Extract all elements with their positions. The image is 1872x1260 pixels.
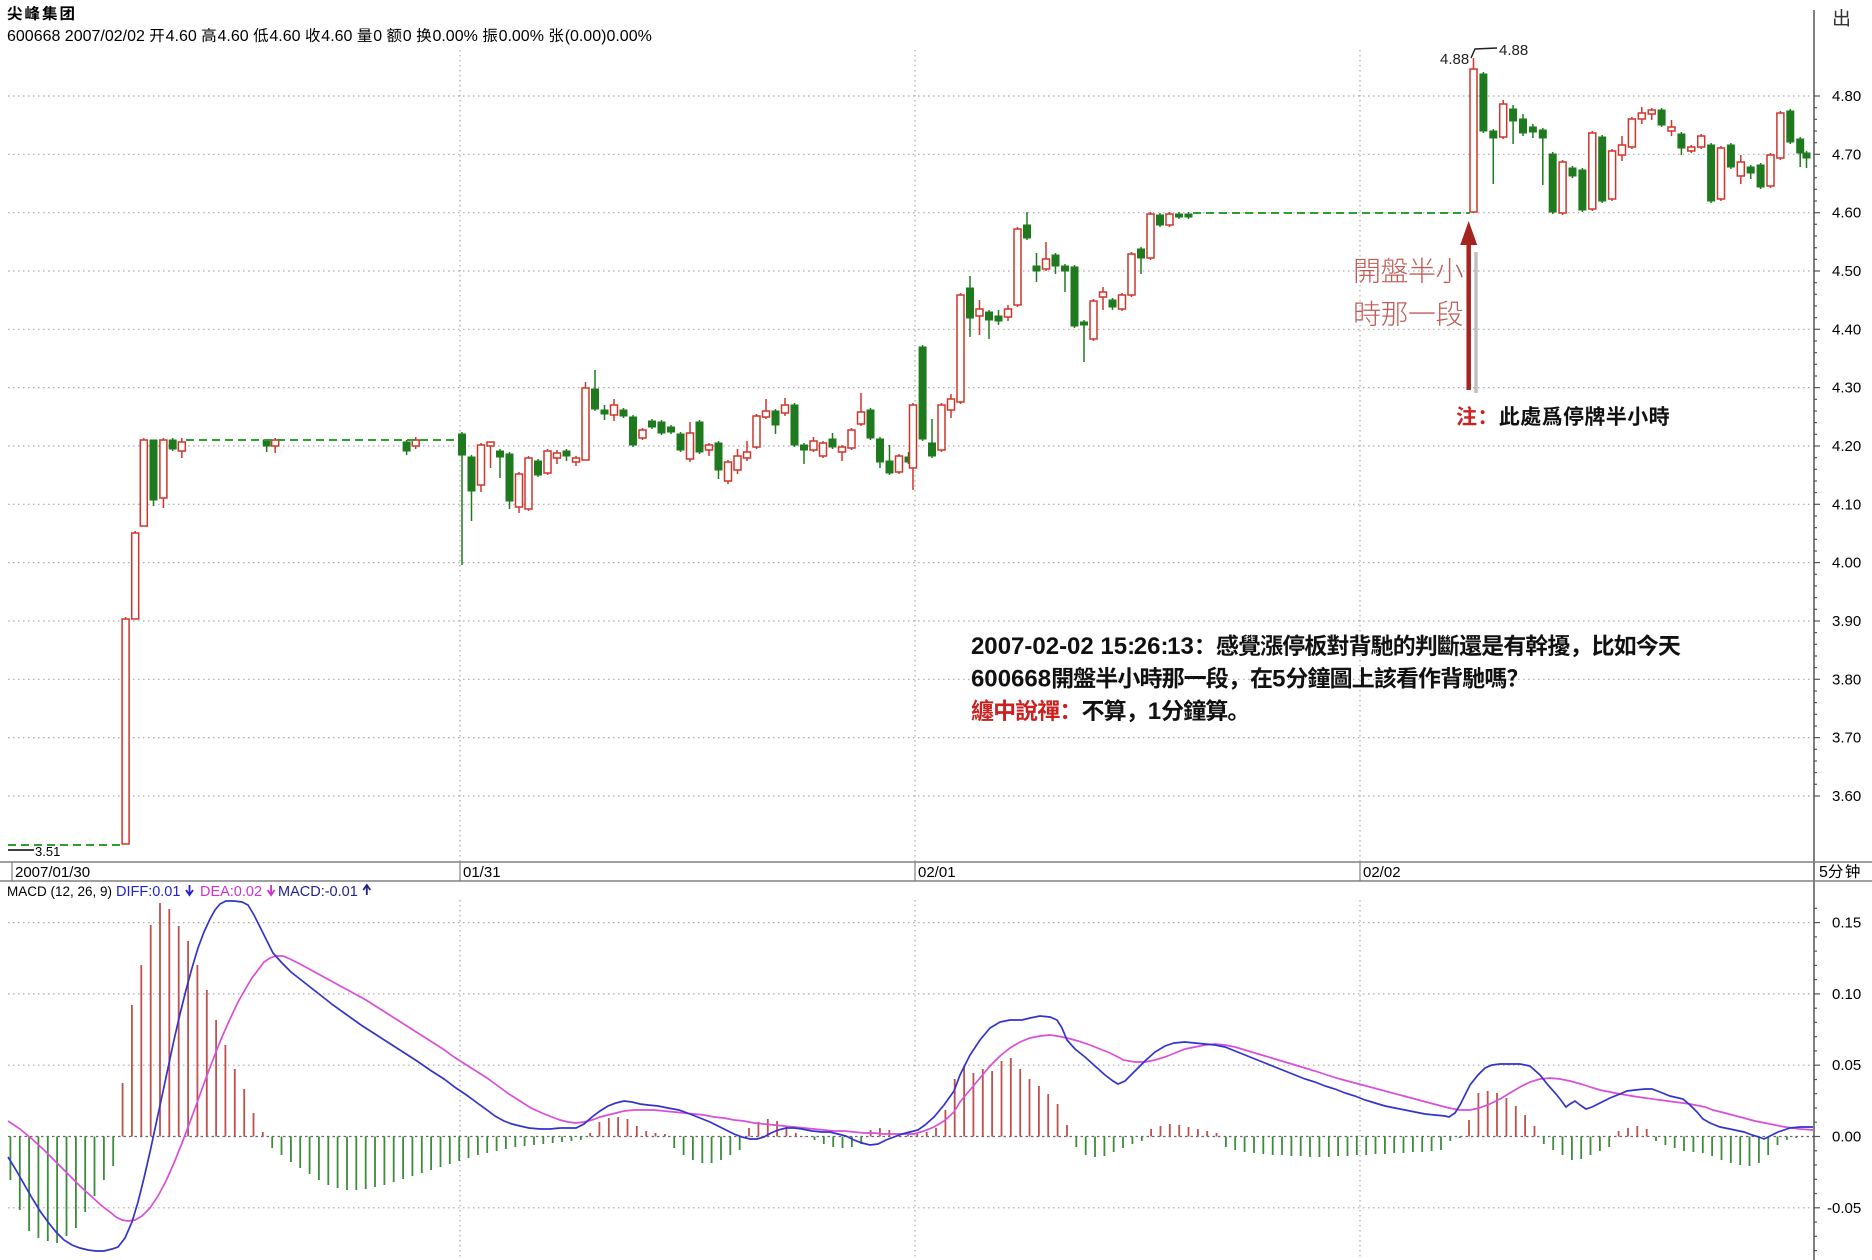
- svg-text:1: 1: [1148, 698, 1161, 725]
- svg-text:4.40: 4.40: [1832, 321, 1861, 338]
- svg-text:01/31: 01/31: [463, 864, 501, 881]
- svg-text:0.00%: 0.00%: [499, 28, 544, 45]
- svg-text:0.05: 0.05: [1832, 1057, 1861, 1074]
- svg-text:600668: 600668: [971, 666, 1051, 693]
- svg-text:4.88: 4.88: [1499, 42, 1528, 59]
- svg-text:2007-02-02 15:26:13: 2007-02-02 15:26:13: [971, 633, 1194, 660]
- svg-text:DIFF:0.01: DIFF:0.01: [116, 884, 180, 900]
- svg-text:02/02: 02/02: [1363, 864, 1401, 881]
- svg-text:4.30: 4.30: [1832, 380, 1861, 397]
- svg-text:4.60: 4.60: [166, 28, 197, 45]
- svg-text:4.60: 4.60: [269, 28, 300, 45]
- svg-text:MACD:-0.01: MACD:-0.01: [278, 884, 358, 900]
- svg-text:0: 0: [373, 28, 382, 45]
- svg-text:MACD (12, 26, 9): MACD (12, 26, 9): [7, 884, 112, 899]
- svg-text:3.51: 3.51: [35, 844, 60, 859]
- svg-text:3.70: 3.70: [1832, 730, 1861, 747]
- svg-text:0.00%: 0.00%: [433, 28, 478, 45]
- svg-text:0: 0: [403, 28, 412, 45]
- svg-text:4.10: 4.10: [1832, 496, 1861, 513]
- svg-text:3.90: 3.90: [1832, 613, 1861, 630]
- svg-text:0.00: 0.00: [1832, 1129, 1861, 1146]
- svg-text:3.80: 3.80: [1832, 671, 1861, 688]
- svg-text:-0.05: -0.05: [1827, 1200, 1861, 1217]
- svg-text:3.60: 3.60: [1832, 788, 1861, 805]
- svg-text:4.60: 4.60: [321, 28, 352, 45]
- svg-text:4.20: 4.20: [1832, 438, 1861, 455]
- svg-text:600668 2007/02/02: 600668 2007/02/02: [7, 28, 145, 45]
- svg-text:4.88: 4.88: [1440, 51, 1469, 68]
- svg-text:4.00: 4.00: [1832, 555, 1861, 572]
- svg-text:DEA:0.02: DEA:0.02: [200, 884, 262, 900]
- svg-text:4.80: 4.80: [1832, 88, 1861, 105]
- svg-text:0.15: 0.15: [1832, 915, 1861, 932]
- svg-text:0.10: 0.10: [1832, 986, 1861, 1003]
- svg-text:2007/01/30: 2007/01/30: [15, 864, 90, 881]
- svg-text:4.50: 4.50: [1832, 263, 1861, 280]
- svg-text:02/01: 02/01: [918, 864, 956, 881]
- svg-text:4.70: 4.70: [1832, 146, 1861, 163]
- svg-text:4.60: 4.60: [218, 28, 249, 45]
- svg-text:(0.00)0.00%: (0.00)0.00%: [565, 28, 652, 45]
- svg-text:5: 5: [1272, 666, 1285, 693]
- svg-text:4.60: 4.60: [1832, 205, 1861, 222]
- svg-text:5: 5: [1819, 864, 1828, 881]
